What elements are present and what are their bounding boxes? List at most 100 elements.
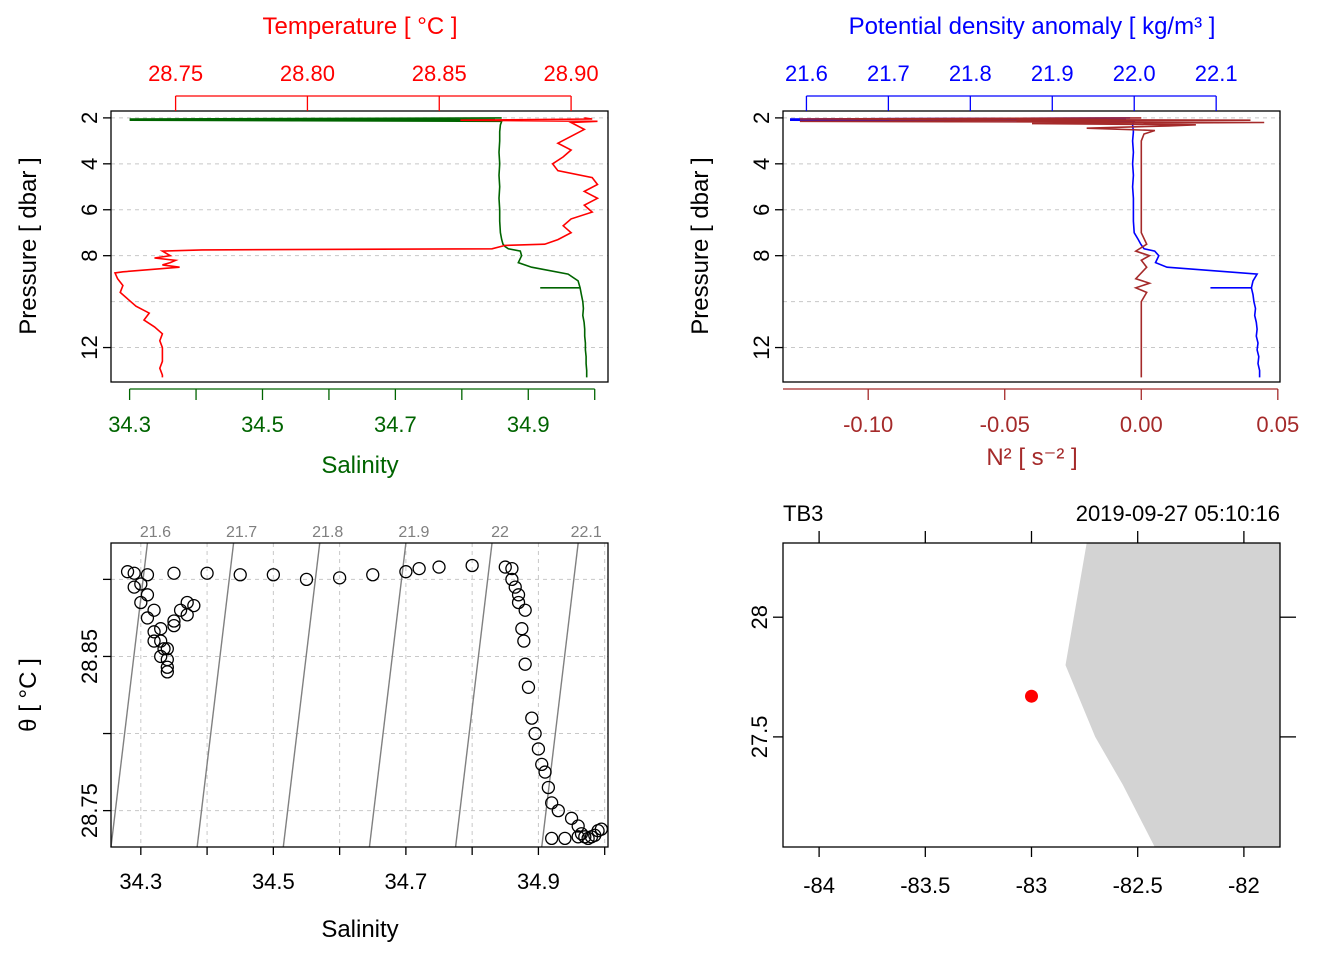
longitude-tick-label: -83 <box>1016 873 1048 898</box>
density-tick-label: 21.6 <box>785 61 828 86</box>
theta-s-point <box>528 726 542 741</box>
longitude-tick-label: -82.5 <box>1113 873 1163 898</box>
theta-s-point <box>535 757 549 772</box>
theta-s-point <box>167 566 181 580</box>
theta-s-frame <box>110 542 609 848</box>
isopycnal-line <box>110 542 149 848</box>
theta-s-point <box>558 831 572 846</box>
isopycnal-label: 22 <box>491 524 509 541</box>
pressure-axis-label: Pressure [ dbar ] <box>15 157 42 334</box>
theta-s-point <box>160 642 174 656</box>
theta-s-point <box>538 765 552 779</box>
pressure-tick-label: 6 <box>749 204 774 216</box>
pressure-tick-label: 6 <box>77 204 102 216</box>
salinity-tick-label: 34.5 <box>252 869 295 894</box>
density-profile-line <box>789 117 1261 378</box>
theta-s-point <box>173 603 188 617</box>
theta-s-point <box>233 568 247 582</box>
pressure-tick-label: 4 <box>77 158 102 170</box>
isopycnal-label: 21.8 <box>312 524 343 541</box>
theta-s-point <box>299 572 314 587</box>
theta-s-point <box>412 561 426 576</box>
pressure-tick-label: 4 <box>749 158 774 170</box>
theta-s-point <box>180 608 194 622</box>
isopycnal-label: 21.6 <box>140 524 171 541</box>
theta-s-point <box>508 580 522 594</box>
theta-s-point <box>266 568 281 582</box>
theta-s-point <box>157 642 171 656</box>
theta-s-point <box>531 742 546 756</box>
n2-tick-label: -0.05 <box>980 412 1030 437</box>
salinity-axis-title: Salinity <box>321 452 398 479</box>
density-tick-label: 21.9 <box>1031 61 1074 86</box>
temperature-tick-label: 28.90 <box>544 61 599 86</box>
longitude-tick-label: -82 <box>1228 873 1260 898</box>
theta-s-point <box>517 634 531 648</box>
theta-s-point <box>120 565 135 579</box>
theta-s-point <box>551 803 565 818</box>
theta-s-point <box>332 571 347 585</box>
temperature-axis-title: Temperature [ °C ] <box>263 13 458 40</box>
density-profile-data <box>789 117 1265 378</box>
theta-s-data <box>120 558 609 846</box>
theta-s-point <box>511 595 526 610</box>
theta-s-panel: 21.6 21.7 21.8 21.9 22 22.1 34.3 34.5 34.7 34.9 28… <box>15 524 609 943</box>
temperature-tick-label: 28.75 <box>148 61 203 86</box>
n2-axis-title: N² [ s⁻² ] <box>986 444 1077 471</box>
station-name: TB3 <box>783 501 823 526</box>
ts-profile-panel: 2 4 6 8 12 28.75 28.80 28.85 28.90 34.3 34.5 34.7 34… <box>15 13 609 479</box>
salinity-tick-label: 34.7 <box>384 869 427 894</box>
isopycnal-label: 21.9 <box>398 524 429 541</box>
temperature-tick-label: 28.85 <box>412 61 467 86</box>
theta-s-point <box>140 588 155 602</box>
theta-s-point <box>200 566 214 580</box>
pressure-axis-label: Pressure [ dbar ] <box>687 157 714 334</box>
pressure-tick-label: 8 <box>749 250 774 262</box>
theta-s-point <box>518 603 532 617</box>
theta-s-point <box>525 711 539 725</box>
station-map-axes: -84 -83.5 -83 -82.5 -82 28 27.5 <box>747 531 1296 898</box>
theta-s-point <box>399 565 413 579</box>
density-profile-grid <box>783 117 1280 349</box>
theta-s-point <box>545 831 559 846</box>
theta-s-point <box>498 560 512 574</box>
theta-s-point <box>160 665 174 679</box>
salinity-tick-label: 34.7 <box>374 412 417 437</box>
theta-s-point <box>127 580 141 594</box>
theta-s-point <box>134 595 148 610</box>
theta-s-point <box>541 780 556 795</box>
theta-s-ylabel: θ [ °C ] <box>15 658 42 732</box>
theta-s-point <box>521 680 536 694</box>
density-axis-title: Potential density anomaly [ kg/m³ ] <box>849 13 1216 40</box>
theta-s-point <box>571 830 585 844</box>
n2-tick-label: 0.00 <box>1120 412 1163 437</box>
isopycnal-label: 22.1 <box>571 524 602 541</box>
temperature-profile-line <box>113 117 600 378</box>
density-profile-axes: 2 4 6 8 12 21.6 21.7 21.8 21.9 22.0 22.1 -0.10 -0.05… <box>749 61 1299 437</box>
theta-s-point <box>140 568 155 582</box>
theta-s-point <box>127 566 141 580</box>
temperature-tick-label: 28.80 <box>280 61 335 86</box>
salinity-tick-label: 34.3 <box>108 412 151 437</box>
isopycnal-label: 21.7 <box>226 524 257 541</box>
ts-profile-grid <box>111 117 608 349</box>
ts-profile-axes: 2 4 6 8 12 28.75 28.80 28.85 28.90 34.3 34.5 34.7 34… <box>77 61 599 437</box>
isopycnal-line <box>196 542 235 848</box>
theta-s-point <box>180 595 194 610</box>
theta-s-point <box>160 660 174 674</box>
pressure-tick-label: 12 <box>749 335 774 359</box>
density-profile-frame <box>782 110 1281 383</box>
salinity-tick-label: 34.3 <box>119 869 162 894</box>
theta-tick-label: 28.75 <box>77 783 102 838</box>
pressure-tick-label: 8 <box>77 250 102 262</box>
theta-s-point <box>505 561 519 576</box>
theta-s-point <box>571 819 585 833</box>
salinity-profile-line <box>129 117 588 378</box>
theta-s-point <box>518 657 532 671</box>
theta-s-point <box>154 622 168 636</box>
salinity-tick-label: 34.9 <box>507 412 550 437</box>
pressure-tick-label: 2 <box>749 112 774 124</box>
salinity-tick-label: 34.9 <box>517 869 560 894</box>
ts-profile-data <box>113 117 600 378</box>
density-tick-label: 22.1 <box>1195 61 1238 86</box>
